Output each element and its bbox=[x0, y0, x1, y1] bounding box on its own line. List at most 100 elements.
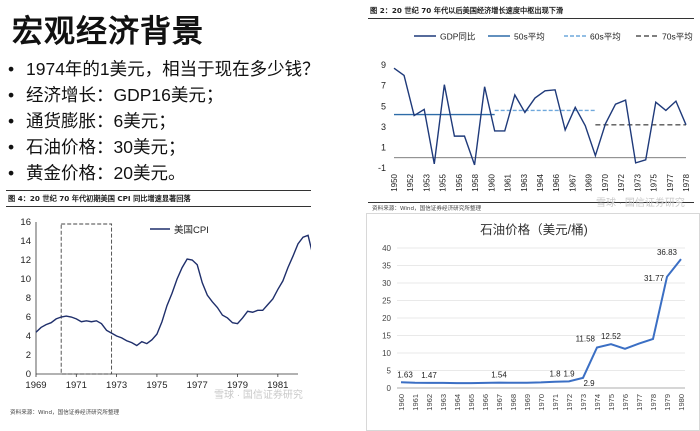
bullet-item: • 黄金价格：20美元。 bbox=[8, 160, 320, 186]
cpi-y-tick-label: 8 bbox=[26, 293, 31, 304]
oil-data-label: 1.8 bbox=[549, 370, 561, 379]
gdp-x-tick-label: 1960 bbox=[487, 173, 496, 191]
oil-x-tick-label: 1970 bbox=[537, 394, 546, 411]
bullet-text: 1974年的1美元，相当于现在多少钱？ bbox=[26, 59, 320, 79]
gdp-x-tick-label: 1956 bbox=[455, 173, 464, 191]
oil-chart-title: 石油价格（美元/桶) bbox=[480, 223, 588, 237]
oil-x-tick-label: 1973 bbox=[579, 394, 588, 411]
oil-data-label: 1.47 bbox=[421, 371, 437, 380]
gdp-legend-label: 60s平均 bbox=[590, 32, 621, 42]
oil-x-tick-label: 1979 bbox=[663, 394, 672, 411]
oil-chart: 0 5 10 15 20 25 30 35 40 1960 1961 1962 1963 1964 1965… bbox=[382, 244, 686, 411]
watermark: 雪球 · 国信证券研究 bbox=[214, 390, 303, 401]
oil-x-tick-label: 1978 bbox=[649, 394, 658, 411]
bullet-dot: • bbox=[8, 111, 15, 131]
bullet-dot: • bbox=[8, 163, 15, 183]
cpi-top-rule bbox=[6, 190, 311, 191]
cpi-y-tick-label: 6 bbox=[26, 312, 31, 323]
oil-x-tick-label: 1961 bbox=[411, 394, 420, 411]
oil-x-tick-label: 1960 bbox=[397, 394, 406, 411]
gdp-chart: GDP同比 50s平均 60s平均 70s平均 -1 1 3 5 7 9 1950 1952 1953 1… bbox=[378, 32, 693, 192]
cpi-y-tick-label: 4 bbox=[26, 331, 31, 342]
cpi-x-tick-label: 1969 bbox=[25, 380, 46, 391]
gdp-y-tick-label: 5 bbox=[381, 101, 386, 111]
gdp-x-tick-label: 1978 bbox=[682, 173, 691, 191]
gdp-y-tick-label: 1 bbox=[381, 142, 386, 152]
cpi-chart-title: 图 4：20 世纪 70 年代初期美国 CPI 同比增速显著回落 bbox=[8, 194, 191, 203]
cpi-chart-panel: 图 4：20 世纪 70 年代初期美国 CPI 同比增速显著回落 0 2 4 6 8 10… bbox=[6, 190, 311, 430]
cpi-y-tick-label: 14 bbox=[20, 236, 31, 247]
bullet-dot: • bbox=[8, 59, 15, 79]
gdp-legend-label: 50s平均 bbox=[514, 32, 545, 42]
cpi-y-tick-label: 12 bbox=[20, 255, 31, 266]
oil-y-tick-label: 0 bbox=[387, 384, 392, 393]
bullet-text: 经济增长：GDP16美元； bbox=[26, 85, 224, 105]
gdp-x-tick-label: 1964 bbox=[536, 173, 545, 191]
oil-data-label: 1.9 bbox=[563, 369, 575, 378]
oil-y-tick-label: 30 bbox=[382, 279, 391, 288]
oil-x-tick-label: 1969 bbox=[523, 394, 532, 411]
oil-x-tick-label: 1964 bbox=[453, 394, 462, 411]
bullet-dot: • bbox=[8, 137, 15, 157]
oil-data-label: 36.83 bbox=[657, 248, 678, 257]
gdp-source: 资料来源：Wind，国信证券经济研究所整理 bbox=[372, 206, 482, 212]
oil-x-tick-label: 1972 bbox=[565, 394, 574, 411]
gdp-x-tick-label: 1950 bbox=[390, 173, 399, 191]
oil-x-tick-label: 1974 bbox=[593, 394, 602, 411]
gdp-y-tick-label: 7 bbox=[381, 81, 386, 91]
gdp-y-tick-label: 3 bbox=[381, 122, 386, 132]
oil-x-tick-label: 1965 bbox=[467, 394, 476, 411]
gdp-x-tick-label: 1958 bbox=[471, 173, 480, 191]
gdp-chart-title: 图 2：20 世纪 70 年代以后美国经济增长速度中枢出现下滑 bbox=[370, 6, 564, 15]
gdp-title-rule bbox=[368, 18, 694, 19]
gdp-x-tick-label: 1967 bbox=[568, 173, 577, 191]
gdp-x-tick-label: 1953 bbox=[422, 173, 431, 191]
cpi-y-tick-label: 2 bbox=[26, 350, 31, 361]
oil-y-tick-label: 10 bbox=[382, 349, 391, 358]
bullet-item: • 通货膨胀：6美元； bbox=[8, 108, 320, 134]
gdp-x-tick-label: 1966 bbox=[552, 173, 561, 191]
gdp-x-tick-label: 1973 bbox=[633, 173, 642, 191]
cpi-series-line bbox=[35, 234, 311, 347]
cpi-x-tick-label: 1973 bbox=[106, 380, 127, 391]
oil-chart-panel: 石油价格（美元/桶) 0 5 10 15 20 25 30 35 40 1960 1961 1962 1… bbox=[366, 213, 700, 431]
watermark: 雪球 · 国信证券研究 bbox=[596, 198, 685, 209]
cpi-x-tick-label: 1975 bbox=[146, 380, 167, 391]
bullet-item: • 经济增长：GDP16美元； bbox=[8, 82, 320, 108]
cpi-x-tick-label: 1981 bbox=[267, 380, 288, 391]
bullet-item: • 石油价格：30美元； bbox=[8, 134, 320, 160]
oil-x-tick-label: 1975 bbox=[607, 394, 616, 411]
cpi-x-tick-label: 1977 bbox=[187, 380, 208, 391]
gdp-x-tick-label: 1952 bbox=[406, 173, 415, 191]
oil-series-line bbox=[400, 258, 682, 385]
bullet-item: • 1974年的1美元，相当于现在多少钱？ bbox=[8, 56, 320, 82]
bullet-text: 石油价格：30美元； bbox=[26, 137, 186, 157]
oil-y-tick-label: 35 bbox=[382, 262, 391, 271]
oil-x-tick-label: 1962 bbox=[425, 394, 434, 411]
cpi-source: 资料来源：Wind，国信证券经济研究所整理 bbox=[10, 410, 120, 416]
gdp-chart-panel: 图 2：20 世纪 70 年代以后美国经济增长速度中枢出现下滑 GDP同比 50s… bbox=[368, 0, 700, 212]
bullet-list: • 1974年的1美元，相当于现在多少钱？ • 经济增长：GDP16美元； • 通货膨… bbox=[8, 56, 320, 186]
cpi-legend-label: 美国CPI bbox=[174, 224, 209, 236]
oil-x-tick-label: 1976 bbox=[621, 394, 630, 411]
oil-data-label: 2.9 bbox=[583, 379, 595, 388]
oil-x-tick-label: 1977 bbox=[635, 394, 644, 411]
cpi-y-tick-label: 16 bbox=[20, 217, 31, 228]
oil-y-tick-label: 15 bbox=[382, 332, 391, 341]
bullet-text: 通货膨胀：6美元； bbox=[26, 111, 176, 131]
gdp-bottom-rule bbox=[368, 202, 694, 203]
cpi-y-tick-label: 0 bbox=[26, 369, 31, 380]
oil-x-tick-label: 1966 bbox=[481, 394, 490, 411]
oil-x-tick-label: 1967 bbox=[495, 394, 504, 411]
cpi-x-tick-label: 1979 bbox=[227, 380, 248, 391]
gdp-legend-label: 70s平均 bbox=[662, 32, 693, 42]
oil-y-tick-label: 20 bbox=[382, 314, 391, 323]
gdp-y-tick-label: -1 bbox=[378, 163, 386, 173]
bullet-text: 黄金价格：20美元。 bbox=[26, 163, 186, 183]
oil-data-label: 31.77 bbox=[644, 274, 665, 283]
cpi-highlight-box bbox=[60, 223, 113, 375]
oil-x-tick-label: 1980 bbox=[677, 394, 686, 411]
oil-y-tick-label: 40 bbox=[382, 244, 391, 253]
gdp-x-tick-label: 1975 bbox=[650, 173, 659, 191]
gdp-x-tick-label: 1961 bbox=[504, 173, 513, 191]
